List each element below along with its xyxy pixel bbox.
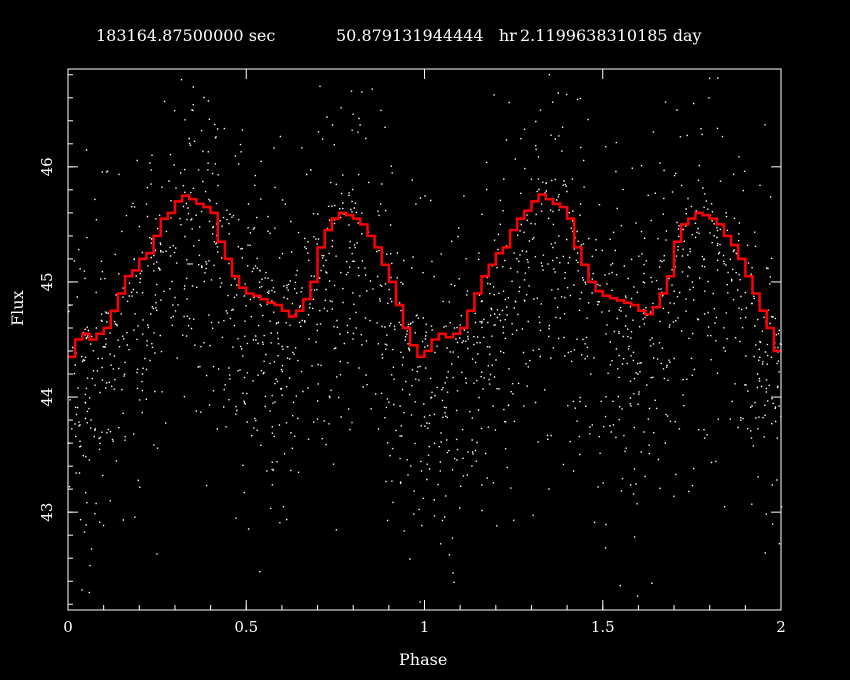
binned-mean-curve — [68, 193, 781, 359]
binned-mean-step-line — [68, 193, 781, 359]
y-tick-label: 44 — [38, 388, 56, 407]
scatter-points — [68, 74, 783, 603]
y-tick-label: 45 — [38, 272, 56, 291]
period-days-label: 2.1199638310185 day — [520, 26, 702, 45]
x-tick-label: 2 — [776, 618, 786, 636]
x-axis-label: Phase — [399, 650, 448, 669]
period-hours-label: 50.879131944444 hr — [336, 26, 517, 45]
flux-point-cloud — [68, 74, 783, 603]
x-tick-label: 0 — [63, 618, 73, 636]
x-tick-label: 0.5 — [234, 618, 258, 636]
x-tick-label: 1 — [420, 618, 430, 636]
y-tick-label: 43 — [38, 503, 56, 522]
axes — [67, 68, 782, 611]
x-tick-label: 1.5 — [591, 618, 615, 636]
period-seconds-label: 183164.87500000 sec — [96, 26, 276, 45]
y-tick-label: 46 — [38, 157, 56, 176]
tick-labels: 0 0.5 1 1.5 2 43 44 45 46 — [38, 157, 786, 636]
y-axis-label: Flux — [8, 290, 27, 326]
